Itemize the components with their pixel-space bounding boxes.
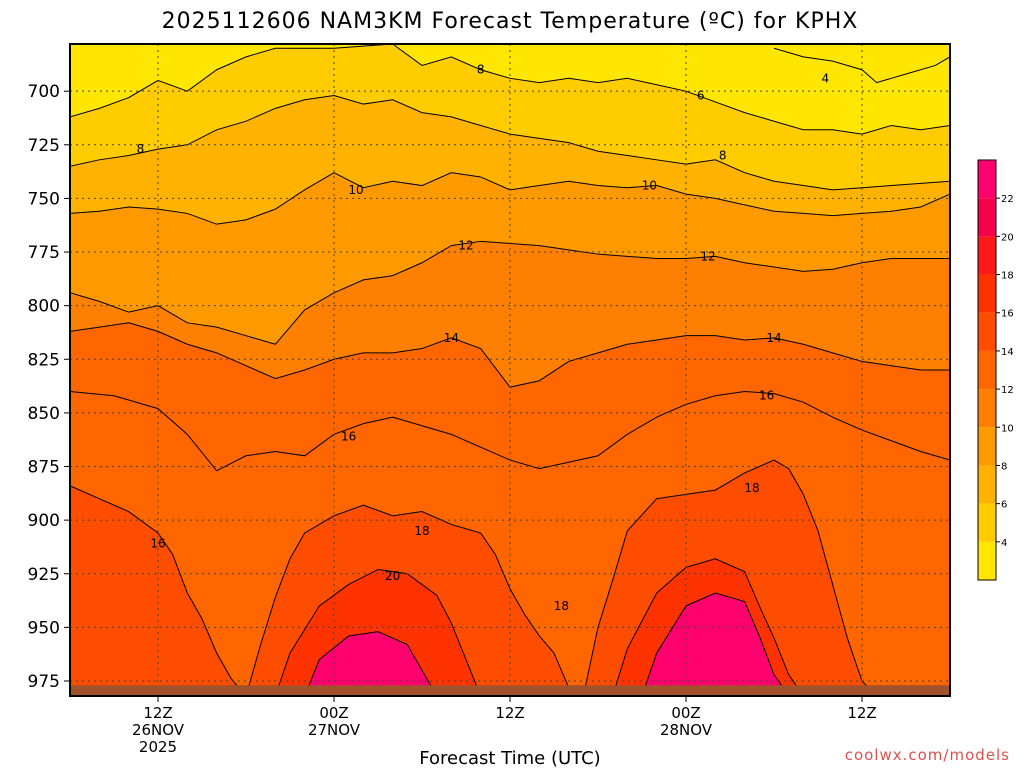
y-tick-label-900: 900 [28, 511, 60, 531]
grid-lines [70, 44, 950, 696]
contour-label-10: 14 [766, 331, 781, 345]
x-tick-label-42-1: 28NOV [660, 721, 713, 739]
colorbar-label-4: 4 [1001, 538, 1007, 549]
contour-label-6: 10 [642, 179, 657, 193]
contour-label-16: 18 [554, 599, 569, 613]
colorbar: 4 6 8 10 12 14 16 18 20 22 [977, 159, 1014, 581]
colorbar-label-8: 8 [1001, 461, 1007, 472]
contour-label-3: 8 [137, 142, 145, 156]
contour-label-4: 8 [719, 149, 727, 163]
colorbar-segment-22 [978, 160, 996, 199]
credit-link[interactable]: coolwx.com/models [845, 746, 1010, 764]
colorbar-segment-16 [978, 274, 996, 313]
colorbar-segment-20 [978, 198, 996, 237]
plot-area [70, 44, 950, 696]
y-tick-label-775: 775 [28, 243, 60, 263]
contour-label-11: 16 [341, 429, 356, 443]
colorbar-label-18: 18 [1001, 271, 1014, 282]
contour-label-2: 8 [477, 63, 485, 77]
colorbar-segment-4 [978, 503, 996, 542]
x-tick-label-54-0: 12Z [847, 704, 876, 722]
isotherm-6 [70, 44, 950, 135]
y-tick-label-925: 925 [28, 565, 60, 585]
x-axis-title: Forecast Time (UTC) [419, 748, 600, 768]
contour-label-15: 18 [744, 481, 759, 495]
temperature-bands [70, 44, 950, 696]
y-tick-label-700: 700 [28, 82, 60, 102]
contour-label-7: 12 [458, 239, 473, 253]
x-tick-label-6-0: 12Z [143, 704, 172, 722]
pressure-axis: 700 725 750 775 800 825 850 875 900 925 950 975 [28, 82, 70, 692]
colorbar-label-22: 22 [1001, 194, 1014, 205]
contour-label-5: 10 [348, 183, 363, 197]
x-tick-label-18-0: 00Z [319, 704, 348, 722]
colorbar-segment-8 [978, 427, 996, 466]
x-tick-label-6-2: 2025 [139, 738, 177, 756]
contour-label-9: 14 [444, 331, 459, 345]
colorbar-segment-10 [978, 389, 996, 428]
contour-label-0: 4 [822, 71, 830, 85]
y-tick-label-825: 825 [28, 350, 60, 370]
colorbar-label-10: 10 [1001, 423, 1014, 434]
colorbar-frame [977, 159, 997, 581]
y-tick-label-800: 800 [28, 297, 60, 317]
x-tick-label-30-0: 12Z [495, 704, 524, 722]
y-tick-label-750: 750 [28, 189, 60, 209]
contour-labels: 4 6 8 8 8 10 10 12 12 14 14 16 16 16 18 18 18 20 [137, 63, 830, 613]
chart-title: 2025112606 NAM3KM Forecast Temperature (… [162, 9, 859, 34]
colorbar-label-6: 6 [1001, 500, 1007, 511]
colorbar-segment-14 [978, 312, 996, 351]
contour-label-13: 16 [150, 537, 165, 551]
colorbar-label-20: 20 [1001, 232, 1014, 243]
contour-label-8: 12 [700, 249, 715, 263]
ground-surface [70, 685, 950, 696]
y-tick-label-950: 950 [28, 618, 60, 638]
colorbar-segment-6 [978, 465, 996, 504]
colorbar-segment-2 [978, 541, 996, 580]
isotherm-4 [773, 47, 950, 84]
x-tick-label-18-1: 27NOV [308, 721, 361, 739]
y-tick-label-975: 975 [28, 672, 60, 692]
contour-label-14: 18 [414, 524, 429, 538]
contour-label-17: 20 [385, 569, 400, 583]
colorbar-segment-12 [978, 350, 996, 390]
x-tick-label-42-0: 00Z [671, 704, 700, 722]
colorbar-label-14: 14 [1001, 347, 1014, 358]
colorbar-label-16: 16 [1001, 309, 1014, 320]
y-tick-label-850: 850 [28, 404, 60, 424]
y-tick-label-875: 875 [28, 458, 60, 478]
contour-label-1: 6 [697, 88, 705, 102]
y-tick-label-725: 725 [28, 136, 60, 156]
contour-label-12: 16 [759, 389, 774, 403]
colorbar-label-12: 12 [1001, 385, 1014, 396]
x-tick-label-6-1: 26NOV [132, 721, 185, 739]
colorbar-segment-18 [978, 236, 996, 275]
